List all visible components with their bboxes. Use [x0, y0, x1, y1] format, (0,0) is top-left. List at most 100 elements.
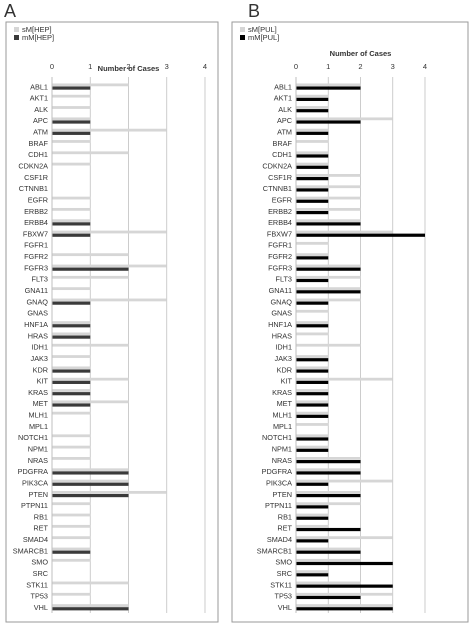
- bar-a-s-akt1: [52, 94, 91, 98]
- bar-a-s-flt3: [52, 275, 129, 279]
- bar-a-s-nras: [52, 457, 91, 460]
- bar-b-m-fgfr3: [296, 267, 361, 271]
- bar-a-m-kit: [52, 380, 91, 384]
- panel-label-a: A: [4, 1, 16, 21]
- category-label-b: CTNNB1: [263, 184, 292, 193]
- category-label-b: CSF1R: [268, 173, 292, 182]
- tick-label-b-2: 2: [358, 62, 362, 71]
- bar-b-m-fgfr2: [296, 256, 329, 260]
- tick-label-a-0: 0: [50, 62, 54, 71]
- category-label-a: SMAD4: [23, 535, 48, 544]
- bar-a-s-cdh1: [52, 151, 129, 155]
- tick-label-b-4: 4: [423, 62, 427, 71]
- legend-swatch-a-1: [14, 35, 19, 40]
- bar-b-s-egfr: [296, 196, 361, 200]
- bar-b-m-ret: [296, 527, 361, 532]
- category-label-b: MLH1: [273, 411, 292, 420]
- bar-b-m-nras: [296, 460, 361, 464]
- bar-a-s-braf: [52, 140, 91, 143]
- bar-a-s-gnaq: [52, 298, 167, 302]
- tick-label-a-2: 2: [126, 62, 130, 71]
- bar-a-s-kdr: [52, 366, 91, 370]
- bar-b-s-ctnnb1: [296, 185, 361, 189]
- category-label-b: RB1: [278, 512, 292, 521]
- tick-label-a-1: 1: [88, 62, 92, 71]
- category-label-b: MET: [277, 399, 293, 408]
- bar-b-s-vhl: [296, 604, 393, 607]
- category-label-a: FBXW7: [23, 229, 48, 238]
- category-label-a: AKT1: [30, 94, 48, 103]
- bar-b-m-jak3: [296, 358, 329, 362]
- bar-b-m-flt3: [296, 278, 329, 283]
- category-label-a: PTEN: [29, 490, 48, 499]
- bar-a-s-tp53: [52, 592, 91, 596]
- category-label-a: ALK: [34, 105, 48, 114]
- category-label-a: SMO: [31, 558, 48, 567]
- category-label-a: IDH1: [31, 343, 48, 352]
- bar-a-m-hnf1a: [52, 324, 91, 328]
- bar-b-m-kras: [296, 392, 329, 396]
- bar-b-m-tp53: [296, 595, 361, 600]
- bar-b-m-smad4: [296, 539, 329, 543]
- category-label-b: KDR: [277, 365, 292, 374]
- category-label-b: ERBB4: [268, 218, 292, 227]
- bar-a-m-hras: [52, 335, 91, 339]
- bar-b-m-erbb4: [296, 222, 361, 226]
- category-label-a: CTNNB1: [19, 184, 48, 193]
- category-label-b: SMO: [275, 558, 292, 567]
- panel-label-b: B: [248, 1, 260, 21]
- category-label-b: GNA11: [269, 286, 292, 295]
- bar-b-s-pten: [296, 490, 361, 494]
- bar-a-s-fgfr3: [52, 264, 167, 268]
- category-label-a: EGFR: [28, 195, 48, 204]
- legend-label-b-0: sM[PUL]: [248, 25, 277, 34]
- category-label-b: CDKN2A: [262, 162, 292, 171]
- category-label-a: SRC: [33, 569, 48, 578]
- bar-b-s-tp53: [296, 592, 393, 596]
- bar-b-m-hnf1a: [296, 324, 329, 328]
- category-label-a: FGFR3: [24, 263, 48, 272]
- tick-label-a-4: 4: [203, 62, 207, 71]
- bar-b-m-met: [296, 403, 329, 407]
- category-label-b: PIK3CA: [266, 478, 292, 487]
- category-label-a: VHL: [34, 603, 48, 612]
- bar-b-m-vhl: [296, 607, 393, 611]
- bar-b-s-akt1: [296, 94, 329, 98]
- category-label-b: MPL1: [273, 422, 292, 431]
- bar-a-s-smarcb1: [52, 547, 91, 551]
- bar-a-s-npm1: [52, 445, 91, 449]
- category-label-a: GNAQ: [27, 297, 49, 306]
- bar-b-m-pdgfra: [296, 471, 361, 475]
- bar-a-s-smo: [52, 558, 91, 562]
- bar-a-s-hras: [52, 332, 91, 336]
- category-label-b: ERBB2: [268, 207, 292, 216]
- bar-b-m-gna11: [296, 290, 361, 294]
- category-label-b: NRAS: [272, 456, 292, 465]
- category-label-a: FGFR2: [24, 252, 48, 261]
- bar-a-m-smarcb1: [52, 550, 91, 554]
- category-label-b: NOTCH1: [262, 433, 292, 442]
- bar-b-s-atm: [296, 128, 329, 132]
- bar-a-m-pik3ca: [52, 482, 129, 486]
- category-label-a: KIT: [37, 377, 49, 386]
- category-label-a: HNF1A: [24, 320, 48, 329]
- bar-a-s-met: [52, 400, 129, 404]
- category-label-b: KRAS: [272, 388, 292, 397]
- chart-frame-b: [231, 21, 469, 623]
- bar-a-s-abl1: [52, 83, 129, 87]
- legend-swatch-b-0: [240, 27, 245, 32]
- bar-b-s-jak3: [296, 355, 329, 358]
- bar-a-s-ptpn11: [52, 502, 91, 506]
- bar-a-s-vhl: [52, 604, 129, 607]
- bar-a-m-met: [52, 403, 91, 407]
- bar-b-s-alk: [296, 106, 329, 109]
- bar-a-s-pik3ca: [52, 479, 129, 483]
- category-label-a: KRAS: [28, 388, 48, 397]
- bar-b-s-fgfr2: [296, 253, 329, 257]
- category-label-a: FLT3: [32, 275, 49, 284]
- category-label-b: SMAD4: [267, 535, 292, 544]
- legend-label-b-1: mM[PUL]: [248, 33, 279, 42]
- category-label-a: CDKN2A: [18, 162, 48, 171]
- category-label-b: AKT1: [274, 94, 292, 103]
- category-label-a: PTPN11: [21, 501, 48, 510]
